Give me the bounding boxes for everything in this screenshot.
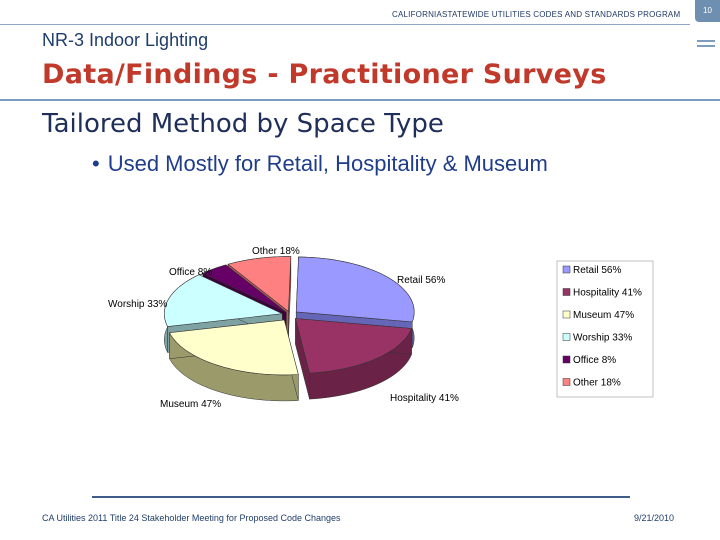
data-label-retail: Retail 56% [397,275,445,286]
slice-office [202,264,287,313]
data-label-hospitality: Hospitality 41% [390,393,459,404]
footer-date: 9/21/2010 [634,513,675,523]
data-label-worship: Worship 33% [108,299,167,310]
section-title: NR-3 Indoor Lighting [42,30,209,50]
header-divider [0,24,690,25]
legend-entry-hospitality: Hospitality 41% [573,288,642,299]
menu-lines-icon [697,40,715,50]
legend-swatch-museum [562,310,571,319]
pie-tops [164,256,415,376]
legend-box [556,260,654,398]
slice-worship [164,274,284,327]
bullet-dot-icon: • [92,151,100,176]
chart-legend: Retail 56% Hospitality 41% Museum 47% Worsh… [556,260,654,398]
footer-divider [92,496,630,498]
legend-entry-worship: Worship 33% [573,333,632,344]
legend-swatch-retail [562,265,571,274]
legend-entry-museum: Museum 47% [573,310,634,321]
bullet-text: Used Mostly for Retail, Hospitality & Mu… [107,151,548,176]
slice-retail [295,256,415,323]
slice-hospitality [295,318,412,374]
program-header: CALIFORNIASTATEWIDE UTILITIES CODES AND … [392,10,681,19]
data-label-other: Other 18% [252,246,300,257]
slide-title: Data/Findings - Practitioner Surveys [42,59,607,90]
data-label-office: Office 8% [169,267,212,278]
legend-swatch-other [562,378,571,386]
legend-swatch-worship [562,333,571,341]
title-divider [0,99,720,101]
footer-text: CA Utilities 2011 Title 24 Stakeholder M… [42,513,341,523]
page-number: 10 [695,0,720,22]
data-label-museum: Museum 47% [160,399,221,410]
slide-subtitle: Tailored Method by Space Type [42,109,444,139]
legend-entry-office: Office 8% [573,355,616,366]
legend-entry-retail: Retail 56% [573,265,621,276]
legend-swatch-hospitality [562,288,571,296]
slice-other [227,256,292,313]
legend-swatch-office [562,355,571,364]
slice-museum [169,319,299,376]
legend-entry-other: Other 18% [573,378,621,389]
bullet-item: • Used Mostly for Retail, Hospitality & M… [92,151,548,177]
